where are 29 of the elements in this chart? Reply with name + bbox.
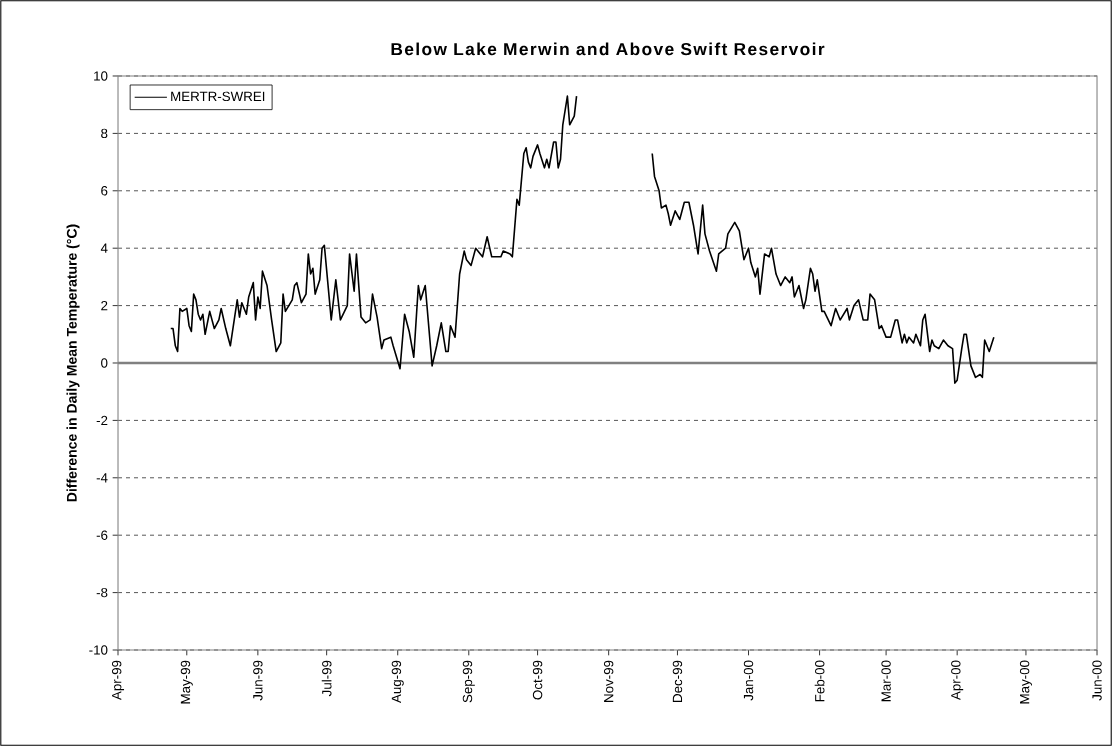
x-tick-label: Dec-99 (672, 660, 683, 702)
x-tick-label: Feb-00 (814, 660, 825, 702)
x-tick-label: Jul-99 (321, 660, 332, 697)
y-tick-label: 4 (100, 243, 108, 253)
x-tick-label: Aug-99 (391, 660, 404, 704)
y-tick-label: 2 (101, 300, 108, 311)
y-tick-label: 8 (101, 128, 108, 139)
x-tick-label: Mar-00 (881, 660, 891, 702)
x-tick-label: Jan-00 (743, 660, 754, 701)
x-tick-label: Nov-99 (603, 660, 614, 702)
x-tick-label: Apr-99 (111, 660, 125, 701)
y-tick-label: -2 (96, 415, 108, 426)
chart-title: Below Lake Merwin and Above Swift Reservoir (391, 42, 825, 56)
y-tick-label: -6 (96, 530, 108, 540)
x-tick-label: May-00 (1019, 660, 1032, 704)
y-tick-label: 10 (94, 71, 108, 81)
y-axis-title: Difference in Daily Mean Temperature (°C) (66, 224, 80, 502)
x-tick-label: May-99 (180, 660, 193, 704)
y-tick-label: 6 (101, 186, 108, 196)
x-tick-label: Jun-99 (253, 660, 263, 701)
y-tick-label: -10 (89, 645, 108, 655)
x-tick-label: Jun-00 (1092, 660, 1102, 701)
x-tick-label: Apr-00 (951, 660, 964, 701)
legend-label: MERTR-SWREI (171, 91, 265, 102)
y-tick-label: -8 (96, 587, 108, 598)
x-tick-label: Sep-99 (462, 660, 475, 703)
y-tick-label: 0 (101, 358, 108, 368)
y-tick-label: -4 (96, 473, 108, 483)
x-tick-label: Oct-99 (532, 660, 543, 700)
